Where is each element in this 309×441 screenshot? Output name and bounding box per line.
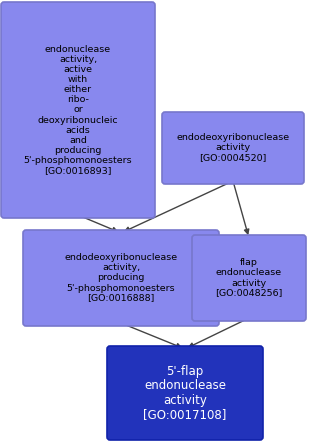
Text: endonuclease
activity,
active
with
either
ribo-
or
deoxyribonucleic
acids
and
pr: endonuclease activity, active with eithe… [24,45,132,175]
Text: flap
endonuclease
activity
[GO:0048256]: flap endonuclease activity [GO:0048256] [215,258,283,298]
Text: endodeoxyribonuclease
activity,
producing
5'-phosphomonoesters
[GO:0016888]: endodeoxyribonuclease activity, producin… [65,254,178,303]
FancyBboxPatch shape [23,230,219,326]
Text: endodeoxyribonuclease
activity
[GO:0004520]: endodeoxyribonuclease activity [GO:00045… [176,134,290,163]
FancyBboxPatch shape [192,235,306,321]
FancyBboxPatch shape [107,346,263,440]
Text: 5'-flap
endonuclease
activity
[GO:0017108]: 5'-flap endonuclease activity [GO:001710… [143,365,227,421]
FancyBboxPatch shape [162,112,304,184]
FancyBboxPatch shape [1,2,155,218]
